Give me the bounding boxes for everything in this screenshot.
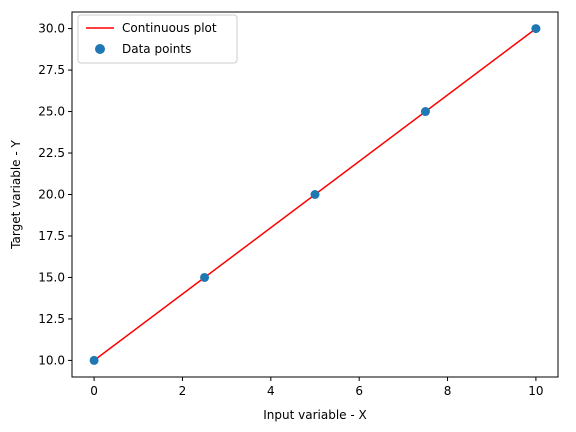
y-tick-label: 10.0 <box>38 353 65 367</box>
y-tick-label: 22.5 <box>38 146 65 160</box>
y-tick-label: 30.0 <box>38 22 65 36</box>
y-tick-label: 27.5 <box>38 63 65 77</box>
legend-label-data-points: Data points <box>122 42 191 56</box>
data-point <box>200 272 210 282</box>
y-axis-label: Target variable - Y <box>9 140 23 250</box>
legend-swatch-data-points <box>95 44 105 54</box>
x-tick-label: 0 <box>90 384 98 398</box>
data-point <box>531 24 541 34</box>
y-tick-label: 17.5 <box>38 229 65 243</box>
x-axis-ticks: 0 2 4 6 8 10 <box>90 377 544 398</box>
y-tick-label: 12.5 <box>38 312 65 326</box>
x-axis-label: Input variable - X <box>263 408 366 422</box>
data-point <box>420 107 430 117</box>
x-tick-label: 8 <box>444 384 452 398</box>
data-point <box>310 190 320 199</box>
legend-label-continuous-plot: Continuous plot <box>122 21 217 35</box>
y-tick-label: 25.0 <box>38 105 65 119</box>
x-tick-label: 10 <box>528 384 543 398</box>
x-tick-label: 4 <box>267 384 275 398</box>
y-axis-ticks: 10.0 12.5 15.0 17.5 20.0 22.5 25.0 27.5 30.0 <box>38 22 72 367</box>
series-layer <box>89 24 541 365</box>
y-tick-label: 20.0 <box>38 188 65 202</box>
x-tick-label: 6 <box>355 384 363 398</box>
plot-frame <box>71 11 559 378</box>
legend: Continuous plot Data points <box>77 14 238 64</box>
data-point <box>89 355 99 365</box>
legend-box <box>77 14 238 64</box>
y-tick-label: 15.0 <box>38 270 65 284</box>
x-tick-label: 2 <box>179 384 187 398</box>
